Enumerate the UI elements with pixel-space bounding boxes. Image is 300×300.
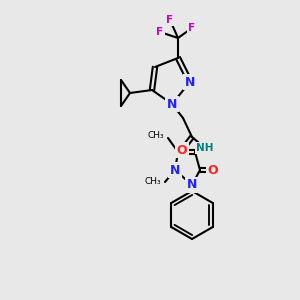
Text: F: F xyxy=(156,27,164,37)
Text: F: F xyxy=(188,23,196,33)
Text: F: F xyxy=(167,15,174,25)
Text: N: N xyxy=(185,76,195,88)
Text: O: O xyxy=(208,164,218,176)
Text: N: N xyxy=(167,98,177,110)
Text: O: O xyxy=(177,143,187,157)
Text: CH₃: CH₃ xyxy=(147,131,164,140)
Text: CH₃: CH₃ xyxy=(144,178,161,187)
Text: N: N xyxy=(187,178,197,191)
Text: N: N xyxy=(170,164,180,176)
Text: NH: NH xyxy=(196,143,214,153)
